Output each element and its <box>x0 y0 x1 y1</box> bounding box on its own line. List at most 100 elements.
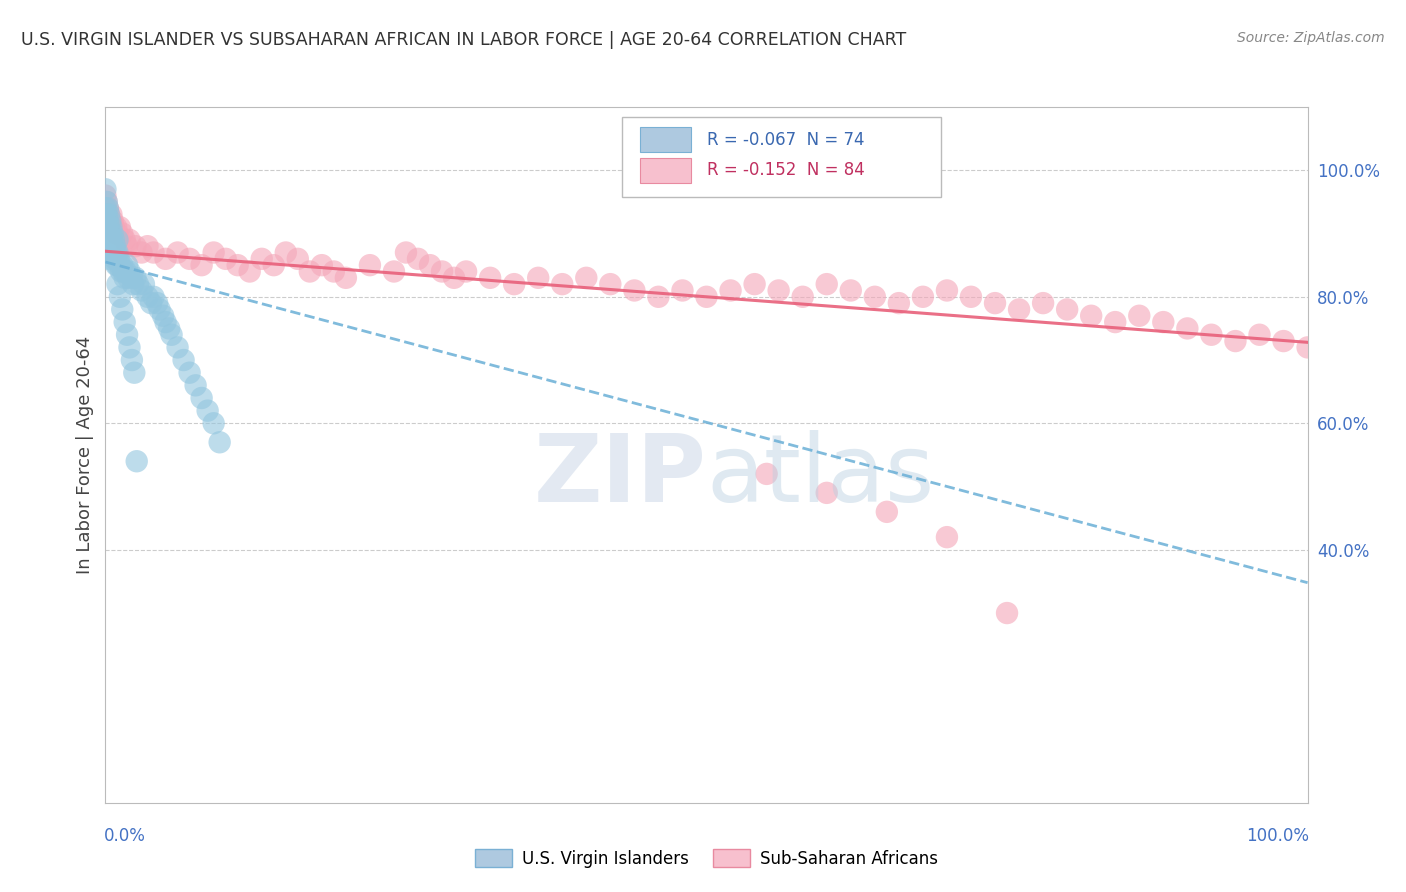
Point <box>322 264 344 278</box>
Point <box>503 277 526 292</box>
Point <box>107 258 129 272</box>
Point <box>97 214 120 228</box>
Point <box>96 194 118 209</box>
Point <box>226 258 249 272</box>
Point <box>132 277 155 292</box>
Point <box>94 201 117 215</box>
Point <box>97 201 120 215</box>
Point <box>101 239 124 253</box>
Point <box>96 208 118 222</box>
Point <box>815 486 838 500</box>
Point <box>250 252 273 266</box>
Point <box>430 264 453 278</box>
Point <box>1175 321 1198 335</box>
Point <box>190 391 212 405</box>
Point <box>115 264 138 278</box>
Point <box>768 284 790 298</box>
Point <box>1201 327 1223 342</box>
Point <box>274 245 297 260</box>
Point <box>98 239 121 253</box>
Point <box>124 270 146 285</box>
Point <box>98 233 121 247</box>
Point <box>110 264 132 278</box>
Point <box>197 403 219 417</box>
Point <box>124 366 146 380</box>
Point <box>103 245 125 260</box>
Point <box>887 296 910 310</box>
Point <box>298 264 321 278</box>
Point <box>122 277 145 292</box>
Text: R = -0.067  N = 74: R = -0.067 N = 74 <box>707 131 865 149</box>
Point <box>443 270 465 285</box>
Point <box>359 258 381 272</box>
Point <box>184 378 207 392</box>
Point <box>960 290 983 304</box>
Text: ZIP: ZIP <box>534 430 707 522</box>
Point <box>108 220 131 235</box>
Point <box>107 252 129 266</box>
Point <box>125 454 148 468</box>
Point <box>114 270 136 285</box>
Point <box>166 340 188 354</box>
Point <box>263 258 285 272</box>
Point <box>105 220 128 235</box>
Point <box>1152 315 1174 329</box>
Point <box>863 290 886 304</box>
Point <box>115 239 138 253</box>
Point <box>121 353 143 368</box>
Point <box>575 270 598 285</box>
Point <box>94 220 117 235</box>
Point <box>98 208 121 222</box>
Point <box>155 252 177 266</box>
Point <box>551 277 574 292</box>
Point <box>124 239 146 253</box>
Point <box>136 290 159 304</box>
Point <box>98 227 121 241</box>
Point <box>100 220 122 235</box>
Point <box>104 252 127 266</box>
Point <box>97 201 120 215</box>
Point <box>382 264 405 278</box>
Point <box>139 296 162 310</box>
Point <box>100 233 122 247</box>
Point <box>107 227 129 241</box>
Point <box>104 239 127 253</box>
Point <box>100 245 122 260</box>
Point <box>696 290 718 304</box>
Point <box>115 327 138 342</box>
Point <box>97 245 120 260</box>
Point <box>94 188 117 202</box>
Text: Source: ZipAtlas.com: Source: ZipAtlas.com <box>1237 31 1385 45</box>
Point <box>101 214 124 228</box>
Point <box>98 214 121 228</box>
Point <box>1056 302 1078 317</box>
Text: R = -0.152  N = 84: R = -0.152 N = 84 <box>707 161 865 179</box>
FancyBboxPatch shape <box>623 118 941 197</box>
Text: U.S. VIRGIN ISLANDER VS SUBSAHARAN AFRICAN IN LABOR FORCE | AGE 20-64 CORRELATIO: U.S. VIRGIN ISLANDER VS SUBSAHARAN AFRIC… <box>21 31 907 49</box>
Point <box>599 277 621 292</box>
Point <box>792 290 814 304</box>
Point <box>118 264 141 278</box>
Point <box>98 208 121 222</box>
Point <box>142 290 165 304</box>
Point <box>984 296 1007 310</box>
Point <box>114 315 136 329</box>
Point <box>202 245 225 260</box>
Point <box>1032 296 1054 310</box>
Point <box>1272 334 1295 348</box>
Point <box>98 220 121 235</box>
Point <box>239 264 262 278</box>
Point <box>155 315 177 329</box>
Point <box>115 258 138 272</box>
Point <box>623 284 645 298</box>
Point <box>214 252 236 266</box>
Point <box>1225 334 1247 348</box>
Point <box>1249 327 1271 342</box>
Point <box>111 258 134 272</box>
Point <box>936 284 959 298</box>
Point <box>146 296 169 310</box>
Point <box>114 233 136 247</box>
Point <box>1128 309 1150 323</box>
Point <box>96 194 118 209</box>
Point <box>876 505 898 519</box>
